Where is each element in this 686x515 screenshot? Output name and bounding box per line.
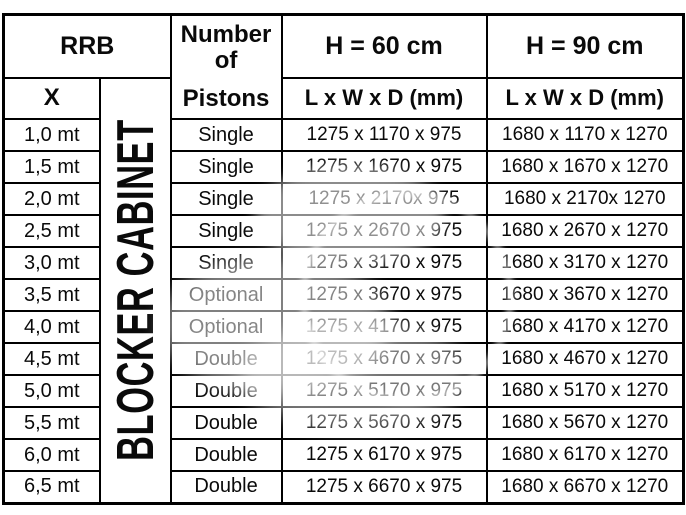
- pistons-value: Double: [169, 342, 283, 376]
- h60-dim-value: 1275 x 1170 x 975: [280, 118, 488, 152]
- header-row-top: RRB Number of Pistons H = 60 cm H = 90 c…: [2, 13, 685, 120]
- h60-dim-value: 1275 x 2170x 975: [280, 182, 488, 216]
- pistons-value: Single: [169, 118, 283, 152]
- x-value: 4,0 mt: [2, 310, 101, 344]
- x-value: 5,5 mt: [2, 406, 101, 440]
- x-value: 1,5 mt: [2, 150, 101, 184]
- x-value: 5,0 mt: [2, 374, 101, 408]
- h60-dim-value: 1275 x 3670 x 975: [280, 278, 488, 312]
- h90-dim-value: 1680 x 6670 x 1270: [485, 470, 685, 504]
- header-h90: H = 90 cm: [485, 13, 685, 79]
- x-value: 3,5 mt: [2, 278, 101, 312]
- pistons-value: Optional: [169, 310, 283, 344]
- cabinet-cell: BLOCKER CABINET: [98, 76, 172, 504]
- x-value: 1,0 mt: [2, 118, 101, 152]
- pistons-value: Single: [169, 214, 283, 248]
- header-row-sub: X BLOCKER CABINET L x W x D (mm) L x W x…: [2, 76, 685, 504]
- h90-dim-value: 1680 x 1670 x 1270: [485, 150, 685, 184]
- header-h90-dims: L x W x D (mm): [485, 76, 685, 120]
- h60-dim-value: 1275 x 2670 x 975: [280, 214, 488, 248]
- pistons-value: Single: [169, 182, 283, 216]
- pistons-value: Single: [169, 246, 283, 280]
- header-x: X: [2, 76, 101, 120]
- h90-dim-value: 1680 x 4670 x 1270: [485, 342, 685, 376]
- pistons-value: Double: [169, 406, 283, 440]
- x-value: 3,0 mt: [2, 246, 101, 280]
- x-value: 6,5 mt: [2, 470, 101, 504]
- x-value: 6,0 mt: [2, 438, 101, 472]
- header-pistons-line: Pistons: [182, 84, 270, 112]
- h90-dim-value: 1680 x 3170 x 1270: [485, 246, 685, 280]
- table-row: 1,0 mt Single 1275 x 1170 x 975 1680 x 1…: [2, 118, 685, 152]
- h90-dim-value: 1680 x 5670 x 1270: [485, 406, 685, 440]
- x-value: 2,5 mt: [2, 214, 101, 248]
- x-value: 2,0 mt: [2, 182, 101, 216]
- h60-dim-value: 1275 x 4670 x 975: [280, 342, 488, 376]
- pistons-value: Optional: [169, 278, 283, 312]
- header-number-of-line: Number of: [180, 20, 272, 74]
- h90-dim-value: 1680 x 2170x 1270: [485, 182, 685, 216]
- table-row: 5,5 mt Double 1275 x 5670 x 975 1680 x 5…: [2, 406, 685, 440]
- h90-dim-value: 1680 x 3670 x 1270: [485, 278, 685, 312]
- cabinet-vertical-label: BLOCKER CABINET: [107, 119, 166, 461]
- h60-dim-value: 1275 x 6670 x 975: [280, 470, 488, 504]
- cabinet-text-wrap: BLOCKER CABINET: [102, 80, 169, 500]
- header-rrb: RRB: [2, 13, 172, 79]
- h90-dim-value: 1680 x 2670 x 1270: [485, 214, 685, 248]
- h60-dim-value: 1275 x 4170 x 975: [280, 310, 488, 344]
- x-value: 4,5 mt: [2, 342, 101, 376]
- pistons-value: Double: [169, 438, 283, 472]
- pistons-value: Single: [169, 150, 283, 184]
- pistons-value: Double: [169, 470, 283, 504]
- header-h60-dims: L x W x D (mm): [280, 76, 488, 120]
- h60-dim-value: 1275 x 3170 x 975: [280, 246, 488, 280]
- header-number-of-pistons: Number of Pistons: [169, 13, 283, 120]
- h90-dim-value: 1680 x 5170 x 1270: [485, 374, 685, 408]
- pistons-value: Double: [169, 374, 283, 408]
- h60-dim-value: 1275 x 1670 x 975: [280, 150, 488, 184]
- h90-dim-value: 1680 x 1170 x 1270: [485, 118, 685, 152]
- header-h60: H = 60 cm: [280, 13, 488, 79]
- h60-dim-value: 1275 x 5670 x 975: [280, 406, 488, 440]
- h90-dim-value: 1680 x 6170 x 1270: [485, 438, 685, 472]
- h60-dim-value: 1275 x 6170 x 975: [280, 438, 488, 472]
- blocker-cabinet-spec-table: RRB Number of Pistons H = 60 cm H = 90 c…: [2, 13, 686, 505]
- table-row: 6,0 mt Double 1275 x 6170 x 975 1680 x 6…: [2, 438, 685, 472]
- table-row: 6,5 mt Double 1275 x 6670 x 975 1680 x 6…: [2, 470, 685, 504]
- h90-dim-value: 1680 x 4170 x 1270: [485, 310, 685, 344]
- h60-dim-value: 1275 x 5170 x 975: [280, 374, 488, 408]
